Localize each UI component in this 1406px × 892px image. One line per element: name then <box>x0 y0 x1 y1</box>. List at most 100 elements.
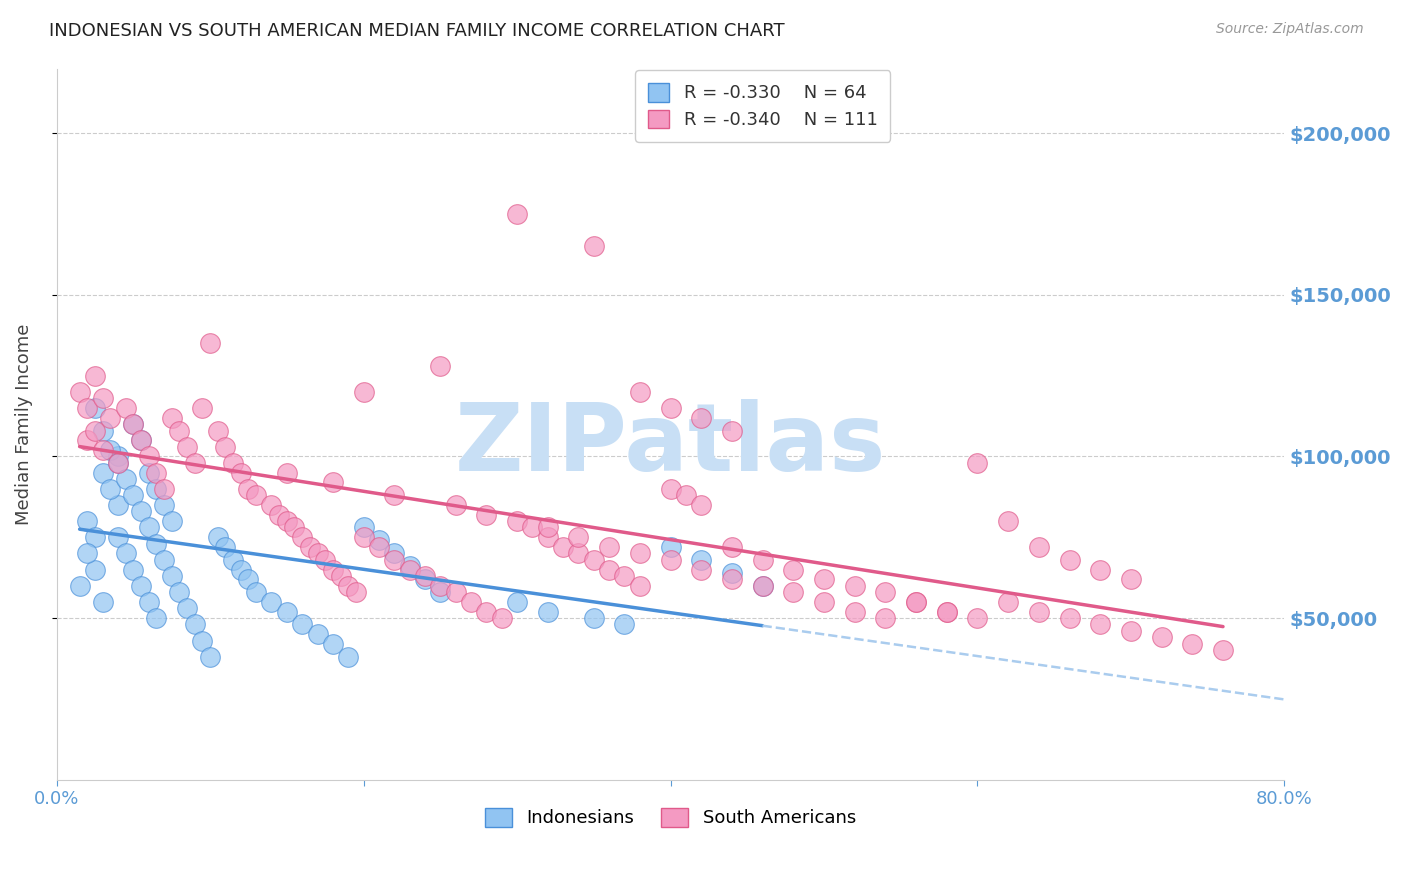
Point <box>966 611 988 625</box>
Point <box>1059 553 1081 567</box>
Point <box>276 514 298 528</box>
Point <box>444 585 467 599</box>
Point <box>751 579 773 593</box>
Point <box>382 546 405 560</box>
Text: ZIPatlas: ZIPatlas <box>454 400 886 491</box>
Point <box>690 410 713 425</box>
Point <box>475 508 498 522</box>
Point <box>307 546 329 560</box>
Point <box>1028 605 1050 619</box>
Point <box>966 456 988 470</box>
Point <box>245 585 267 599</box>
Point <box>91 391 114 405</box>
Point <box>76 546 98 560</box>
Point <box>238 572 260 586</box>
Point <box>353 384 375 399</box>
Point <box>283 520 305 534</box>
Point <box>506 514 529 528</box>
Point <box>751 553 773 567</box>
Point <box>997 595 1019 609</box>
Point <box>690 498 713 512</box>
Point <box>322 475 344 490</box>
Point <box>176 601 198 615</box>
Point <box>291 530 314 544</box>
Point <box>91 466 114 480</box>
Point <box>307 627 329 641</box>
Point <box>721 572 744 586</box>
Point <box>91 442 114 457</box>
Point <box>659 482 682 496</box>
Point <box>353 530 375 544</box>
Point <box>1090 562 1112 576</box>
Point <box>214 540 236 554</box>
Point <box>460 595 482 609</box>
Point <box>1150 631 1173 645</box>
Point <box>84 530 107 544</box>
Point <box>114 546 136 560</box>
Point <box>84 562 107 576</box>
Point <box>1119 572 1142 586</box>
Point <box>153 482 176 496</box>
Point <box>322 562 344 576</box>
Point <box>721 540 744 554</box>
Legend: Indonesians, South Americans: Indonesians, South Americans <box>478 801 863 835</box>
Point <box>222 456 245 470</box>
Point <box>184 617 207 632</box>
Point <box>98 410 121 425</box>
Point <box>659 401 682 415</box>
Point <box>997 514 1019 528</box>
Point <box>690 553 713 567</box>
Point <box>138 466 160 480</box>
Point <box>613 617 636 632</box>
Point <box>905 595 928 609</box>
Point <box>291 617 314 632</box>
Point <box>844 579 866 593</box>
Point <box>207 530 229 544</box>
Point <box>69 384 91 399</box>
Point <box>875 611 897 625</box>
Point <box>844 605 866 619</box>
Point <box>114 401 136 415</box>
Point <box>114 472 136 486</box>
Point <box>398 562 420 576</box>
Point <box>782 585 804 599</box>
Point <box>138 520 160 534</box>
Point <box>76 514 98 528</box>
Point <box>314 553 336 567</box>
Point <box>176 440 198 454</box>
Point <box>198 336 221 351</box>
Point <box>690 562 713 576</box>
Point <box>260 498 283 512</box>
Point <box>145 482 167 496</box>
Point <box>628 546 651 560</box>
Point <box>138 595 160 609</box>
Point <box>122 417 145 431</box>
Point <box>1119 624 1142 638</box>
Point <box>537 530 560 544</box>
Point <box>222 553 245 567</box>
Point <box>91 595 114 609</box>
Point <box>344 585 367 599</box>
Point <box>367 540 389 554</box>
Point <box>91 424 114 438</box>
Point <box>935 605 957 619</box>
Point <box>398 559 420 574</box>
Point <box>813 572 835 586</box>
Point <box>122 488 145 502</box>
Point <box>214 440 236 454</box>
Point <box>444 498 467 512</box>
Point <box>98 482 121 496</box>
Point <box>659 553 682 567</box>
Point <box>567 546 589 560</box>
Point <box>522 520 544 534</box>
Point <box>276 605 298 619</box>
Point <box>506 207 529 221</box>
Point <box>337 579 360 593</box>
Point <box>153 553 176 567</box>
Point <box>353 520 375 534</box>
Point <box>84 424 107 438</box>
Point <box>659 540 682 554</box>
Point <box>582 611 605 625</box>
Point <box>567 530 589 544</box>
Point <box>413 569 436 583</box>
